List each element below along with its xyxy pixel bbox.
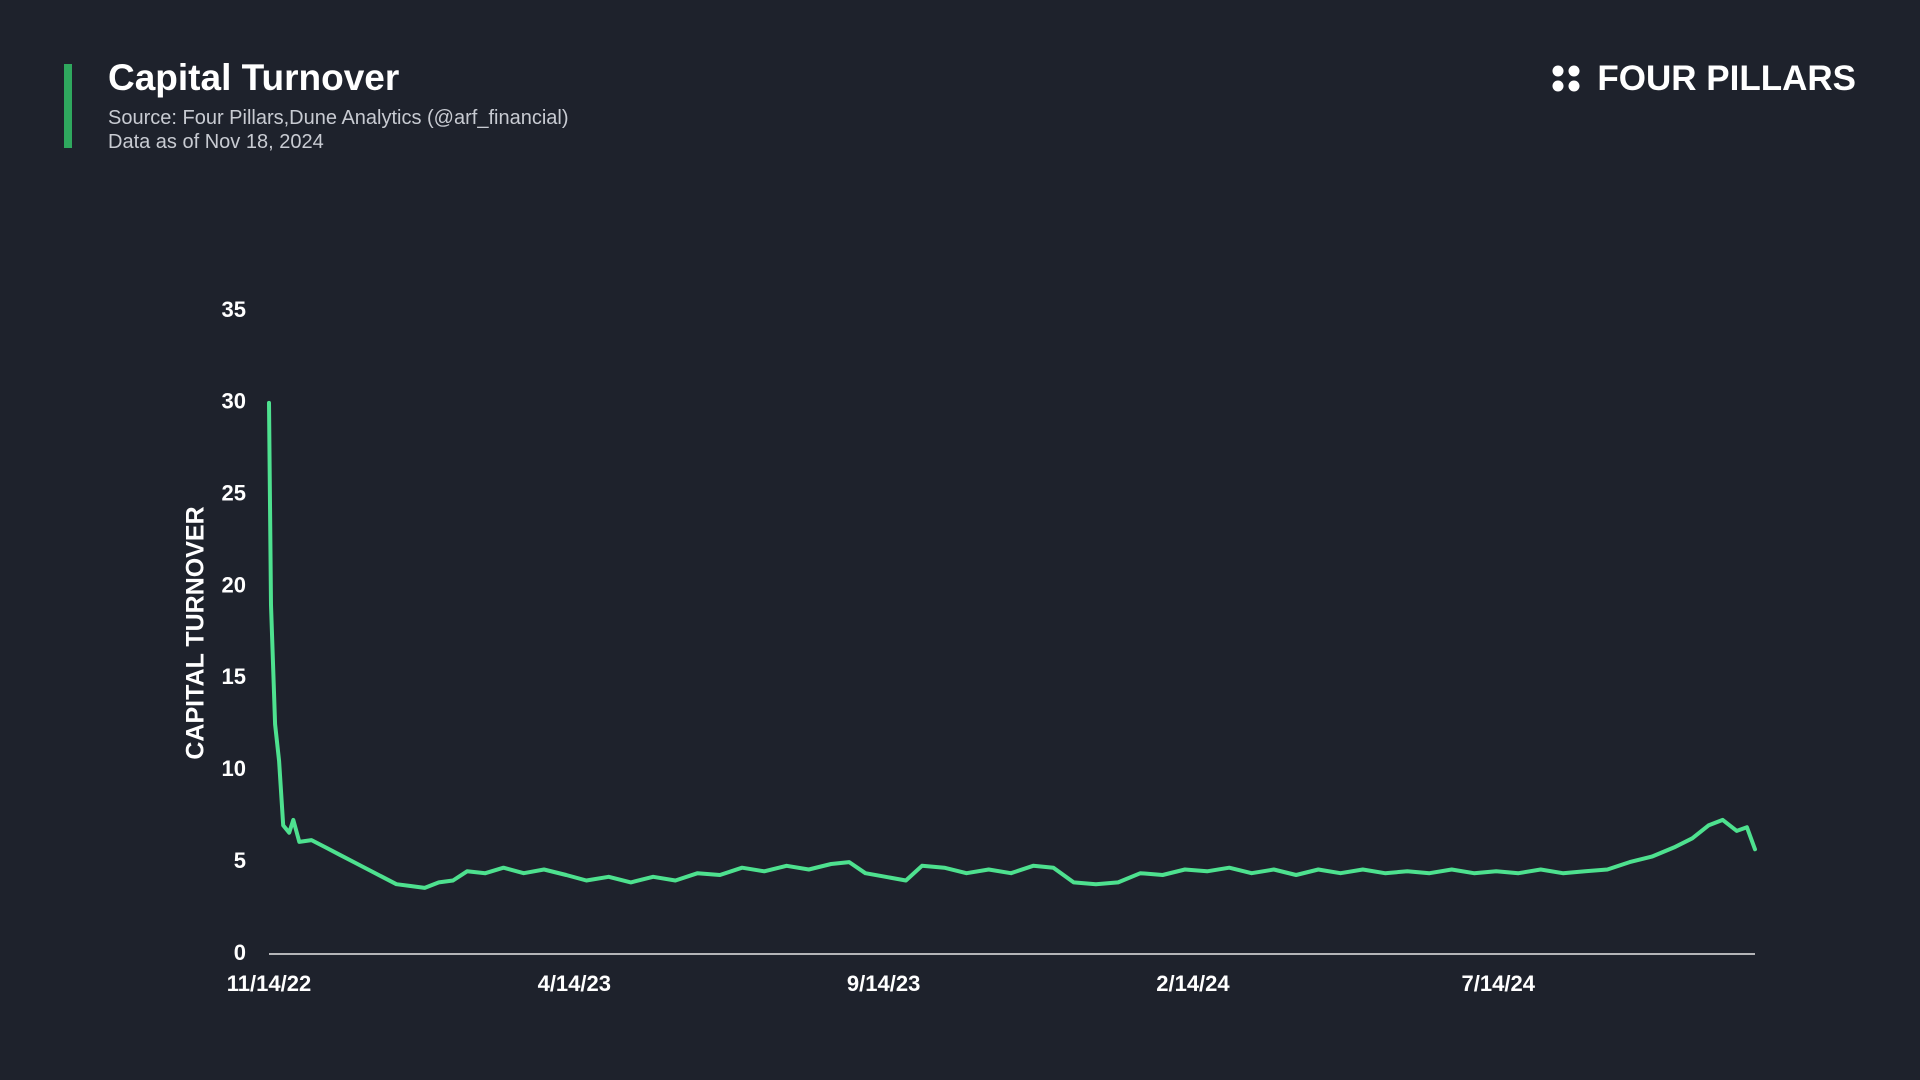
brand: FOUR PILLARS [1597,59,1856,98]
x-tick-label: 7/14/24 [1462,971,1536,996]
title-accent [64,64,72,148]
logo-dot [1552,65,1564,77]
y-tick-label: 35 [222,297,246,322]
brand-logo: FOUR PILLARS [1552,59,1856,98]
y-tick-label: 20 [222,572,246,597]
x-tick-label: 4/14/23 [538,971,611,996]
y-tick-label: 30 [222,389,246,414]
y-tick-label: 25 [222,481,246,506]
source: Source: Four Pillars,Dune Analytics (@ar… [108,107,569,129]
logo-dot [1568,65,1580,77]
x-tick-label: 11/14/22 [227,971,311,996]
y-axis-label: CAPITAL TURNOVER [182,506,210,759]
x-tick-label: 9/14/23 [847,971,920,996]
date-note: Data as of Nov 18, 2024 [108,131,324,153]
line-series [267,400,1757,890]
y-tick-label: 15 [222,664,246,689]
y-tick-label: 0 [234,940,246,965]
y-tick-label: 10 [222,756,246,781]
y-tick-label: 5 [234,848,246,873]
x-tick-label: 2/14/24 [1156,971,1230,996]
title: Capital Turnover [108,57,399,98]
logo-dot [1568,80,1580,92]
logo-dot [1552,80,1564,92]
